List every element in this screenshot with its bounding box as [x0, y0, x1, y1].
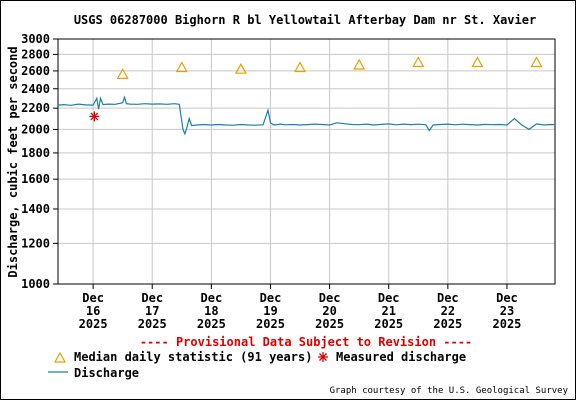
x-tick-label: 2025 — [138, 317, 167, 331]
x-axis-ticks: Dec162025Dec172025Dec182025Dec192025Dec2… — [79, 284, 522, 331]
median-series — [116, 56, 543, 79]
y-tick-label: 1400 — [21, 202, 50, 216]
x-tick-label: 20 — [322, 304, 336, 318]
credit-text: Graph courtesy of the U.S. Geological Su… — [330, 386, 569, 396]
x-tick-label: 2025 — [79, 317, 108, 331]
y-tick-label: 2400 — [21, 82, 50, 96]
y-tick-label: 2800 — [21, 47, 50, 61]
x-tick-label: 22 — [441, 304, 455, 318]
x-tick-label: 2025 — [197, 317, 226, 331]
grid-lines — [58, 39, 555, 284]
median-marker — [471, 56, 484, 68]
x-tick-label: Dec — [141, 291, 163, 305]
median-marker — [234, 62, 247, 74]
x-tick-label: Dec — [319, 291, 341, 305]
x-tick-label: 2025 — [433, 317, 462, 331]
median-marker — [116, 68, 129, 79]
y-tick-label: 3000 — [21, 32, 50, 46]
chart-title: USGS 06287000 Bighorn R bl Yellowtail Af… — [74, 13, 536, 27]
median-marker — [530, 56, 543, 68]
x-tick-label: 17 — [145, 304, 159, 318]
x-tick-label: 21 — [381, 304, 395, 318]
x-tick-label: 19 — [263, 304, 277, 318]
median-marker — [175, 61, 188, 73]
x-tick-label: 2025 — [493, 317, 522, 331]
measured-marker — [89, 111, 100, 122]
y-tick-label: 1200 — [21, 236, 50, 250]
x-tick-label: 18 — [204, 304, 218, 318]
legend-discharge-label: Discharge — [74, 366, 139, 380]
median-marker — [294, 61, 307, 73]
x-tick-label: 16 — [86, 304, 100, 318]
plot-area-border — [57, 38, 556, 285]
y-tick-label: 1000 — [21, 277, 50, 291]
y-tick-label: 2200 — [21, 101, 50, 115]
x-tick-label: Dec — [201, 291, 223, 305]
median-marker — [412, 56, 425, 68]
y-tick-label: 1600 — [21, 172, 50, 186]
x-tick-label: Dec — [437, 291, 459, 305]
x-tick-label: Dec — [378, 291, 400, 305]
discharge-series — [57, 95, 556, 136]
x-tick-label: 23 — [500, 304, 514, 318]
y-tick-label: 2600 — [21, 64, 50, 78]
legend: Median daily statistic (91 years) Measur… — [48, 350, 466, 380]
legend-median-marker — [53, 351, 67, 363]
y-axis-label: Discharge, cubic feet per second — [6, 46, 20, 277]
x-tick-label: 2025 — [315, 317, 344, 331]
legend-median-label: Median daily statistic (91 years) — [74, 350, 312, 364]
x-tick-label: 2025 — [256, 317, 285, 331]
provisional-note: ---- Provisional Data Subject to Revisio… — [140, 335, 472, 349]
y-tick-label: 1800 — [21, 146, 50, 160]
x-tick-label: Dec — [82, 291, 104, 305]
y-axis-ticks: 1000 1200 1400 1600 1800 2000 2200 2400 2600 2800… — [21, 32, 58, 291]
discharge-line — [57, 95, 556, 136]
legend-measured-label: Measured discharge — [336, 350, 466, 364]
y-tick-label: 2000 — [21, 122, 50, 136]
x-tick-label: 2025 — [374, 317, 403, 331]
measured-series — [89, 111, 100, 122]
median-marker — [353, 58, 366, 70]
x-tick-label: Dec — [260, 291, 282, 305]
x-tick-label: Dec — [496, 291, 518, 305]
legend-measured-marker — [318, 352, 328, 362]
